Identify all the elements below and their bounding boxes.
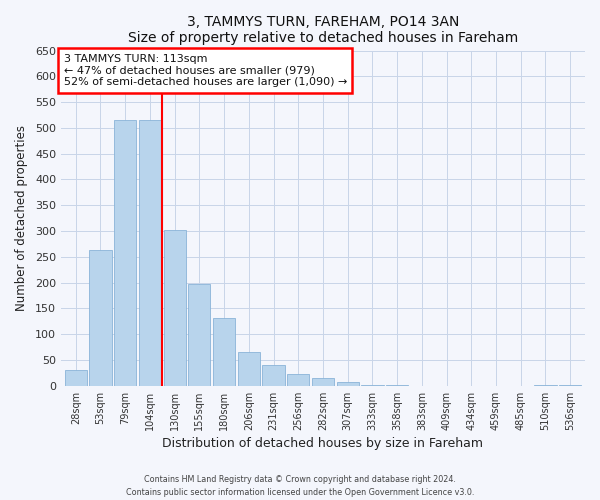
Bar xyxy=(337,382,359,386)
Bar xyxy=(213,318,235,386)
Bar xyxy=(188,284,211,386)
Bar xyxy=(238,352,260,386)
Y-axis label: Number of detached properties: Number of detached properties xyxy=(15,125,28,311)
Bar xyxy=(164,230,186,386)
Bar xyxy=(89,250,112,386)
Text: Contains HM Land Registry data © Crown copyright and database right 2024.
Contai: Contains HM Land Registry data © Crown c… xyxy=(126,476,474,497)
Bar xyxy=(139,120,161,386)
Bar xyxy=(114,120,136,386)
Bar xyxy=(386,385,408,386)
Bar xyxy=(262,365,284,386)
Bar xyxy=(65,370,87,386)
Title: 3, TAMMYS TURN, FAREHAM, PO14 3AN
Size of property relative to detached houses i: 3, TAMMYS TURN, FAREHAM, PO14 3AN Size o… xyxy=(128,15,518,45)
Bar xyxy=(361,385,383,386)
Text: 3 TAMMYS TURN: 113sqm
← 47% of detached houses are smaller (979)
52% of semi-det: 3 TAMMYS TURN: 113sqm ← 47% of detached … xyxy=(64,54,347,87)
Bar xyxy=(287,374,310,386)
Bar xyxy=(535,385,557,386)
Bar xyxy=(559,385,581,386)
Bar xyxy=(312,378,334,386)
X-axis label: Distribution of detached houses by size in Fareham: Distribution of detached houses by size … xyxy=(163,437,484,450)
